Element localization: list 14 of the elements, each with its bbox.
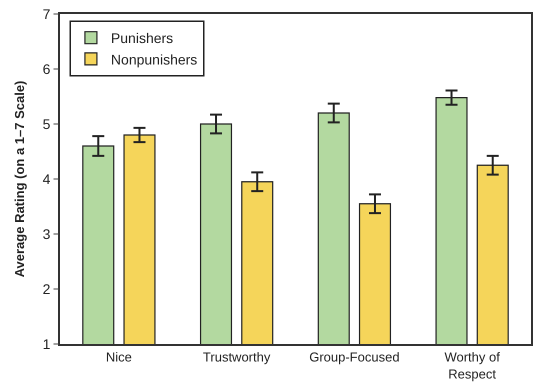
y-axis-title: Average Rating (on a 1–7 Scale) [12, 80, 28, 278]
y-tick-label: 6 [42, 60, 51, 77]
legend-label: Nonpunishers [110, 51, 198, 68]
x-tick-label: Nice [106, 349, 132, 364]
y-tick-label: 7 [42, 6, 51, 22]
x-tick-label: Group-Focused [309, 349, 400, 364]
y-tick-label: 1 [42, 336, 51, 352]
x-tick-label: Trustworthy [202, 349, 271, 364]
legend-label: Punishers [110, 30, 174, 46]
x-tick-label: Worthy of Respect [444, 349, 500, 382]
y-tick-label: 3 [42, 226, 51, 242]
y-tick-label: 4 [42, 170, 51, 187]
y-tick-label: 2 [42, 280, 51, 297]
y-tick-label: 5 [42, 116, 51, 132]
